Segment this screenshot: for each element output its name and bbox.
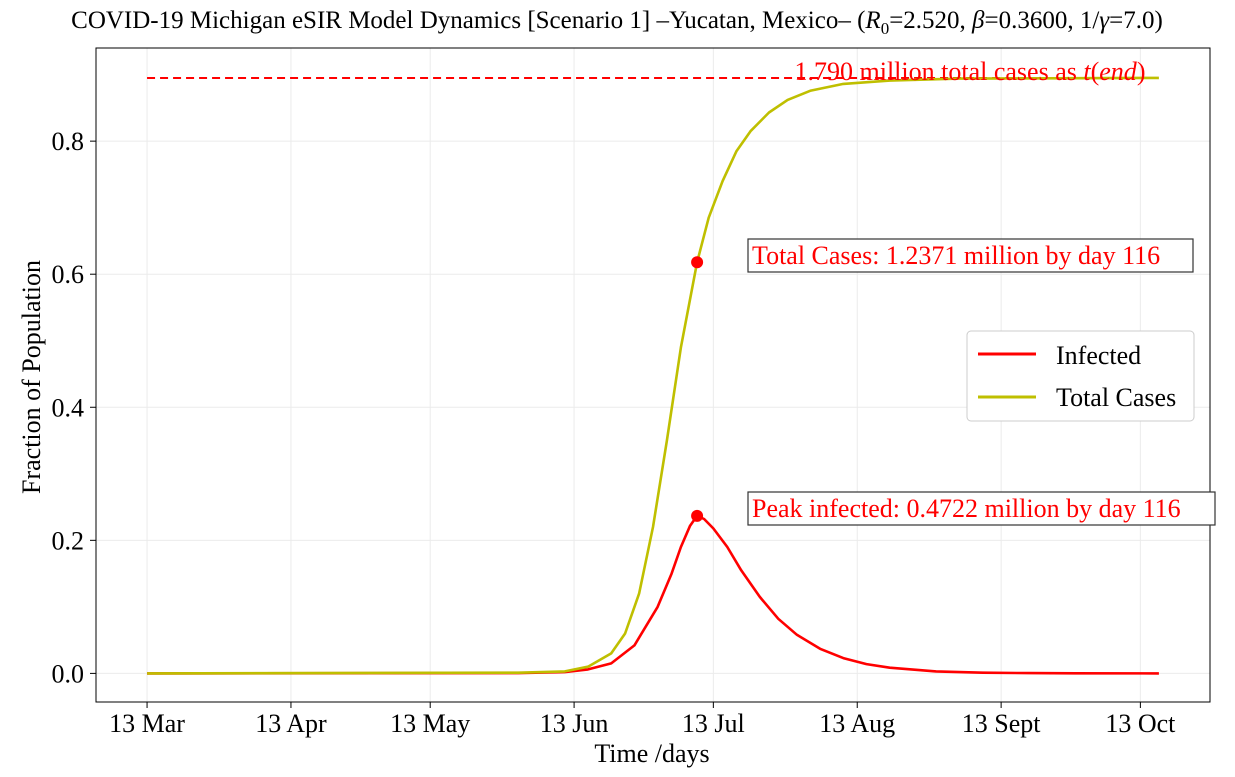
- y-tick-label: 0.4: [52, 393, 85, 422]
- chart-title: COVID-19 Michigan eSIR Model Dynamics [S…: [71, 7, 1163, 38]
- total-cases-annotation: Total Cases: 1.2371 million by day 116: [747, 238, 1194, 273]
- peak-infected-annotation: Peak infected: 0.4722 million by day 116: [747, 491, 1216, 526]
- x-tick-label: 13 May: [390, 709, 470, 738]
- marker-infected: [691, 509, 704, 522]
- peak-infected-annotation-text: Peak infected: 0.4722 million by day 116: [752, 494, 1181, 523]
- x-tick-label: 13 Aug: [819, 709, 895, 738]
- x-axis-ticks: 13 Mar 13 Apr 13 May 13 Jun 13 Jul 13 Aug 13 S…: [109, 702, 1176, 738]
- y-tick-label: 0.6: [52, 260, 85, 289]
- x-tick-label: 13 Jun: [540, 709, 609, 738]
- legend-label-infected: Infected: [1056, 341, 1141, 370]
- total-cases-end-label: 1.790 million total cases as t(end): [795, 57, 1146, 86]
- legend: Infected Total Cases: [966, 330, 1195, 422]
- series-lines: [147, 76, 1159, 675]
- x-tick-label: 13 Apr: [255, 709, 327, 738]
- y-axis-label: Fraction of Population: [17, 260, 46, 494]
- peak-markers: [691, 256, 704, 522]
- series-line-total-cases: [147, 76, 1159, 675]
- x-tick-label: 13 Mar: [109, 709, 185, 738]
- total-cases-annotation-text: Total Cases: 1.2371 million by day 116: [752, 241, 1160, 270]
- y-tick-label: 0.2: [52, 526, 85, 555]
- x-tick-label: 13 Sept: [962, 709, 1042, 738]
- x-axis-label: Time /days: [594, 739, 709, 768]
- x-tick-label: 13 Oct: [1105, 709, 1176, 738]
- y-axis-ticks: 0.0 0.2 0.4 0.6 0.8: [52, 127, 96, 688]
- x-tick-label: 13 Jul: [682, 709, 745, 738]
- series-line-infected: [147, 514, 1159, 675]
- plot-frame: [95, 47, 1211, 703]
- y-tick-label: 0.8: [52, 127, 85, 156]
- y-tick-label: 0.0: [52, 659, 85, 688]
- legend-label-total-cases: Total Cases: [1056, 383, 1176, 412]
- marker-total-cases: [691, 256, 704, 269]
- gridlines: [96, 48, 1210, 702]
